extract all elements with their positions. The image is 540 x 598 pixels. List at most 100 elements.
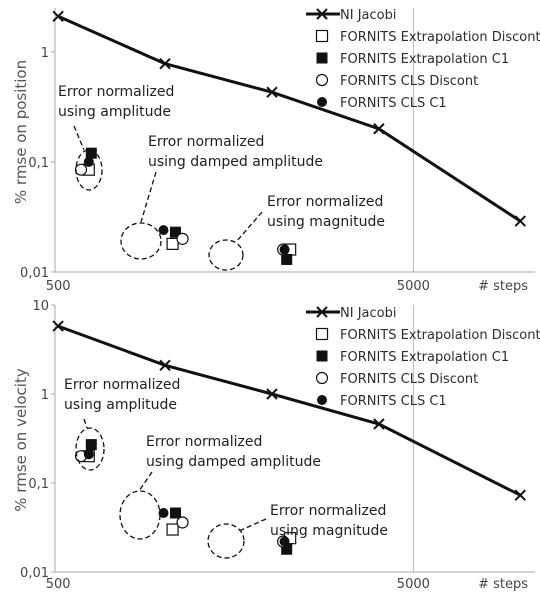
data-point-filled-circle-shape: [279, 536, 290, 547]
annotation-ellipse: [75, 427, 105, 471]
annotation-ellipse: [208, 239, 244, 271]
annotation-leader-line: [238, 518, 267, 532]
legend-marker-filled-circle-shape: [317, 395, 327, 405]
data-point-cross: [52, 10, 64, 23]
legend-marker-open-square-shape: [315, 29, 329, 43]
annotation-leader-line: [138, 471, 153, 492]
chart-velocity: 500 5000 0,01 0,1 1 10 % rmse on velocity # ste…: [12, 299, 540, 592]
data-point-filled-square: [169, 226, 181, 238]
data-point-filled-circle: [83, 449, 94, 460]
x-tick-label: 500: [46, 577, 71, 592]
data-point-filled-square-shape: [85, 439, 97, 451]
data-point-cross-stroke-b: [266, 388, 278, 400]
legend-marker-open-circle: [315, 371, 329, 385]
data-point-cross: [266, 388, 278, 400]
data-point-filled-circle: [83, 156, 94, 167]
legend-marker-filled-circle: [317, 395, 327, 405]
data-point-cross: [266, 86, 278, 98]
annotation-line: using magnitude: [270, 523, 388, 539]
data-point-filled-square-shape: [169, 507, 181, 519]
legend-marker-cross: [316, 8, 328, 20]
x-axis-label: # steps: [478, 577, 528, 592]
legend-marker-open-square: [315, 29, 329, 43]
legend-label: FORNITS CLS Discont: [340, 74, 478, 89]
legend-marker-filled-square-shape: [316, 52, 328, 64]
data-point-cross-stroke-b: [373, 123, 385, 135]
legend-marker-cross-stroke-b: [316, 306, 328, 318]
y-tick-label: 1: [41, 46, 49, 61]
y-tick-label: 0,1: [28, 477, 49, 492]
y-tick-label: 0,01: [20, 566, 49, 581]
data-point-open-square: [166, 237, 179, 250]
data-point-cross-stroke-b: [514, 489, 527, 501]
legend-marker-filled-square: [316, 350, 328, 362]
data-point-cross: [52, 320, 64, 332]
data-point-filled-square: [169, 507, 181, 519]
legend-marker-filled-square-shape: [316, 350, 328, 362]
x-axis-label: # steps: [478, 279, 528, 294]
data-point-cross: [159, 57, 171, 70]
data-point-cross-stroke-b: [514, 215, 527, 227]
annotation-line: Error normalized: [267, 194, 383, 210]
data-point-cross-stroke-b: [266, 86, 278, 98]
legend-label: NI Jacobi: [340, 8, 396, 23]
annotation-leader-line: [140, 171, 157, 223]
annotation: Error normalized using magnitude: [207, 503, 388, 559]
data-point-cross-stroke-b: [373, 418, 385, 430]
y-tick-label: 0,01: [20, 266, 49, 281]
legend-marker-filled-square: [316, 52, 328, 64]
data-point-open-circle: [176, 516, 189, 529]
legend-marker-open-circle-shape: [315, 371, 329, 385]
annotation: Error normalized using magnitude: [208, 194, 385, 271]
legend-marker-cross: [316, 306, 328, 318]
legend-marker-filled-circle: [317, 97, 327, 107]
data-point-cross: [373, 418, 385, 430]
data-point-open-circle-shape: [176, 232, 189, 245]
data-point-cross: [159, 359, 171, 372]
legend: NI Jacobi FORNITS Extrapolation Discont FO…: [306, 306, 540, 409]
data-point-filled-circle-shape: [279, 244, 290, 255]
data-point-open-square-shape: [166, 523, 179, 536]
data-point-filled-circle: [279, 244, 290, 255]
legend-marker-open-square: [315, 327, 329, 341]
data-point-open-square: [166, 523, 179, 536]
legend-marker-open-circle-shape: [315, 73, 329, 87]
legend-label: FORNITS Extrapolation C1: [340, 52, 509, 67]
data-point-filled-circle: [158, 508, 169, 519]
annotation: Error normalized using damped amplitude: [120, 134, 323, 260]
annotation-leader-line: [73, 125, 85, 151]
annotation-line: Error normalized: [58, 84, 174, 100]
legend-label: NI Jacobi: [340, 306, 396, 321]
legend-label: FORNITS Extrapolation Discont: [340, 30, 540, 45]
data-point-filled-circle-shape: [158, 508, 169, 519]
annotation-line: Error normalized: [64, 377, 180, 393]
annotation-line: using damped amplitude: [146, 454, 321, 470]
legend-label: FORNITS CLS C1: [340, 96, 447, 111]
legend-marker-open-circle: [315, 73, 329, 87]
annotation: Error normalized using damped amplitude: [119, 434, 321, 540]
data-point-filled-circle: [279, 536, 290, 547]
legend: NI Jacobi FORNITS Extrapolation Discont FO…: [306, 8, 540, 111]
legend-label: FORNITS Extrapolation C1: [340, 350, 509, 365]
annotation-line: using amplitude: [58, 104, 171, 120]
annotation-line: Error normalized: [146, 434, 262, 450]
annotation-line: using magnitude: [267, 214, 385, 230]
data-point-open-circle: [176, 232, 189, 245]
data-point-cross-stroke-b: [159, 57, 171, 70]
data-point-filled-circle: [158, 225, 169, 236]
data-point-open-circle-shape: [74, 163, 88, 176]
data-point-cross-stroke-b: [52, 320, 64, 332]
legend-marker-open-square-shape: [315, 327, 329, 341]
data-point-cross: [373, 123, 385, 135]
annotation-ellipse: [207, 523, 245, 559]
legend-label: FORNITS CLS C1: [340, 394, 447, 409]
data-point-filled-square: [85, 439, 97, 451]
legend-label: FORNITS CLS Discont: [340, 372, 478, 387]
annotation-line: Error normalized: [270, 503, 386, 519]
x-tick-label: 5000: [397, 577, 430, 592]
data-point-open-square-shape: [166, 237, 179, 250]
data-point-cross-stroke-b: [159, 359, 171, 372]
annotation-line: using damped amplitude: [148, 154, 323, 170]
